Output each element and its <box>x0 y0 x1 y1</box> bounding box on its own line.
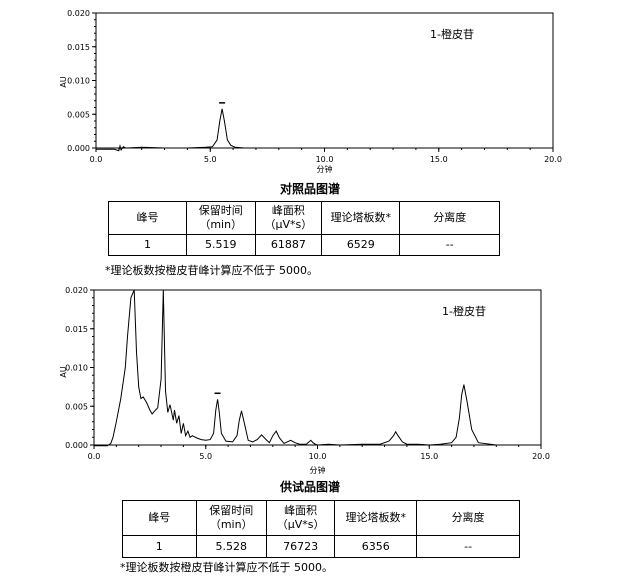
header-peak-area: 峰面积 （µV*s） <box>265 500 336 536</box>
header-resolution: 分离度 <box>399 201 500 235</box>
sample-chromatogram: 0.000 0.005 0.010 0.015 0.020 0.0 5.0 10.0 15.0 2… <box>59 286 550 475</box>
y-axis-label: AU <box>59 366 68 377</box>
header-peak-no: 峰号 <box>122 500 197 536</box>
header-resolution: 分离度 <box>416 500 520 536</box>
reference-chromatogram: 0.000 0.005 0.010 0.015 0.020 0.0 5.0 10.0 15.0 2… <box>59 9 562 174</box>
x-tick-label: 20.0 <box>532 452 550 461</box>
peak-annotation: 1-橙皮苷 <box>442 304 486 318</box>
y-tick-label: 0.000 <box>67 144 90 153</box>
header-unit: （µV*s） <box>264 218 313 231</box>
cell-retention-time: 5.528 <box>195 535 267 558</box>
header-label: 保留时间 <box>198 204 243 217</box>
x-tick-label: 10.0 <box>316 155 334 164</box>
y-tick-label: 0.010 <box>65 364 88 373</box>
x-tick-label: 0.0 <box>90 155 103 164</box>
peak-annotation: 1-橙皮苷 <box>430 27 474 41</box>
chromatogram-trace <box>94 290 541 447</box>
sample-caption: 供试品图谱 <box>279 480 340 494</box>
header-label: 峰面积 <box>271 204 305 217</box>
reference-caption: 对照品图谱 <box>279 182 340 196</box>
cell-plate-number: 6529 <box>321 234 401 256</box>
sample-result-table: 峰号 保留时间 （min） 峰面积 （µV*s） 理论塔板数* 分离度 1 5.… <box>122 500 520 558</box>
header-peak-no: 峰号 <box>108 201 187 235</box>
y-tick-label: 0.010 <box>67 77 90 86</box>
y-tick-label: 0.020 <box>65 286 88 295</box>
y-tick-label: 0.020 <box>67 9 90 18</box>
cell-peak-no: 1 <box>108 234 187 256</box>
x-tick-label: 10.0 <box>309 452 327 461</box>
x-tick-label: 5.0 <box>199 452 212 461</box>
header-retention-time: 保留时间 （min） <box>185 201 256 235</box>
y-tick-label: 0.000 <box>65 441 88 450</box>
cell-plate-number: 6356 <box>334 535 418 558</box>
header-peak-area: 峰面积 （µV*s） <box>254 201 323 235</box>
reference-footnote: *理论板数按橙皮苷峰计算应不低于 5000。 <box>105 264 318 277</box>
cell-peak-no: 1 <box>122 535 197 558</box>
header-plate-number: 理论塔板数* <box>334 500 418 536</box>
y-tick-label: 0.015 <box>67 43 90 52</box>
x-tick-label: 0.0 <box>88 452 101 461</box>
x-tick-label: 20.0 <box>544 155 562 164</box>
y-axis-label: AU <box>59 76 68 87</box>
header-unit: （min） <box>199 218 243 231</box>
header-plate-number: 理论塔板数* <box>321 201 401 235</box>
cell-resolution: -- <box>416 535 520 558</box>
table-header-row: 峰号 保留时间 （min） 峰面积 （µV*s） 理论塔板数* 分离度 <box>108 201 500 235</box>
table-header-row: 峰号 保留时间 （min） 峰面积 （µV*s） 理论塔板数* 分离度 <box>122 500 520 536</box>
sample-footnote: *理论板数按橙皮苷峰计算应不低于 5000。 <box>120 561 333 574</box>
chromatogram-trace <box>96 108 553 152</box>
y-tick-label: 0.005 <box>65 402 88 411</box>
cell-peak-area: 76723 <box>265 535 336 558</box>
x-tick-label: 15.0 <box>430 155 448 164</box>
header-label: 峰面积 <box>284 504 318 517</box>
header-unit: （µV*s） <box>276 518 325 531</box>
table-row: 1 5.519 61887 6529 -- <box>108 234 500 256</box>
x-axis-label: 分钟 <box>310 465 326 475</box>
x-tick-label: 15.0 <box>420 452 438 461</box>
cell-resolution: -- <box>399 234 500 256</box>
y-tick-label: 0.005 <box>67 110 90 119</box>
header-label: 保留时间 <box>209 504 254 517</box>
plot-frame <box>95 12 554 149</box>
cell-peak-area: 61887 <box>254 234 323 256</box>
x-tick-label: 5.0 <box>204 155 217 164</box>
cell-retention-time: 5.519 <box>185 234 256 256</box>
table-row: 1 5.528 76723 6356 -- <box>122 535 520 558</box>
y-tick-label: 0.015 <box>65 325 88 334</box>
header-unit: （min） <box>209 518 253 531</box>
x-axis-label: 分钟 <box>317 164 333 174</box>
header-retention-time: 保留时间 （min） <box>195 500 267 536</box>
reference-result-table: 峰号 保留时间 （min） 峰面积 （µV*s） 理论塔板数* 分离度 1 5.… <box>108 201 500 256</box>
